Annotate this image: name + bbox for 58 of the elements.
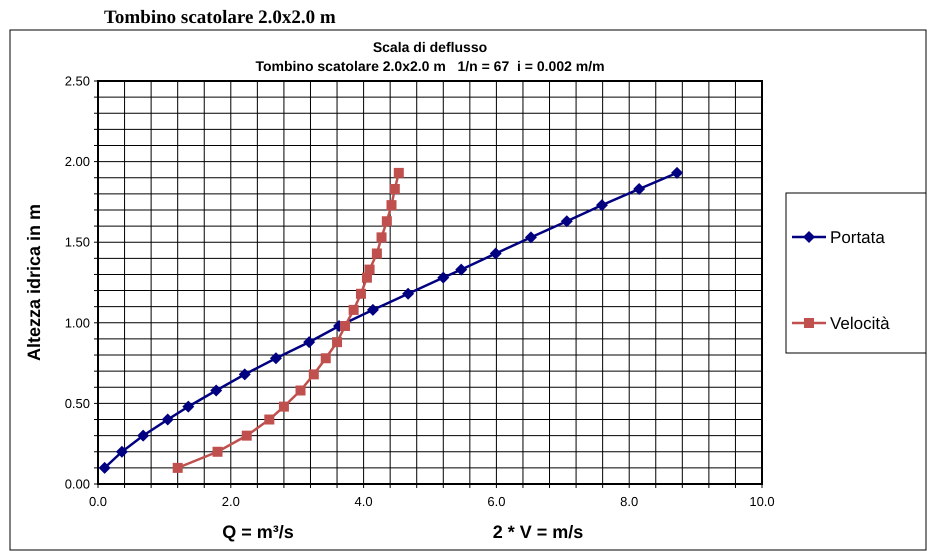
point (296, 386, 306, 396)
point (278, 402, 289, 412)
point (98, 462, 111, 474)
text: 2 * V = m/s (492, 522, 584, 542)
point (238, 368, 251, 380)
y-tick-label: 1.50 (64, 234, 90, 250)
point (137, 430, 150, 442)
y-tick-label: 1.00 (64, 315, 90, 330)
y-tick-label: 0.50 (64, 396, 90, 411)
point (210, 384, 222, 397)
x-tick-label: 4.0 (354, 494, 373, 509)
point (348, 304, 359, 315)
point (162, 414, 174, 426)
point (455, 264, 468, 276)
x-axis-title: Q = m³/s (222, 522, 294, 542)
point (490, 247, 502, 260)
point (402, 288, 414, 300)
point (303, 336, 316, 348)
chart-title: Scala di deflusso (372, 39, 488, 55)
point (437, 272, 450, 284)
point (320, 353, 331, 364)
y-tick-label: 2.50 (64, 74, 90, 88)
point (671, 166, 684, 179)
x-tick-label: 2.0 (222, 494, 240, 509)
point (390, 184, 400, 194)
point (116, 446, 128, 458)
point (172, 462, 183, 473)
point (308, 369, 319, 380)
chart-subtitle: Tombino scatolare 2.0x2.0 m 1/n = 67 i = 0.002 m/m (255, 58, 605, 74)
point (332, 337, 342, 348)
point (212, 446, 223, 457)
point (364, 264, 375, 275)
point (633, 183, 646, 196)
x-tick-label: 10.0 (749, 494, 775, 509)
point (372, 248, 382, 258)
point (382, 216, 392, 226)
x-tick-label: 6.0 (487, 494, 506, 509)
point (270, 352, 282, 364)
point (560, 215, 573, 228)
point (242, 430, 252, 441)
point (340, 321, 350, 332)
legend-label: Velocità (830, 314, 890, 333)
point (264, 414, 274, 425)
point (596, 199, 608, 212)
y-axis-title: Altezza idrica in m (24, 204, 44, 362)
legend-label: Portata (830, 228, 886, 247)
point (366, 304, 379, 316)
y-tick-label: 0.00 (64, 476, 90, 492)
point (524, 231, 537, 244)
point (182, 400, 194, 413)
text: Tombino scatolare 2.0x2.0 m (104, 7, 336, 28)
point (386, 200, 396, 210)
point (356, 288, 366, 299)
point (376, 232, 387, 242)
x-tick-label: 8.0 (620, 494, 638, 509)
y-tick-label: 2.00 (64, 154, 90, 170)
x-tick-label: 0.0 (88, 494, 108, 509)
point (394, 168, 404, 178)
